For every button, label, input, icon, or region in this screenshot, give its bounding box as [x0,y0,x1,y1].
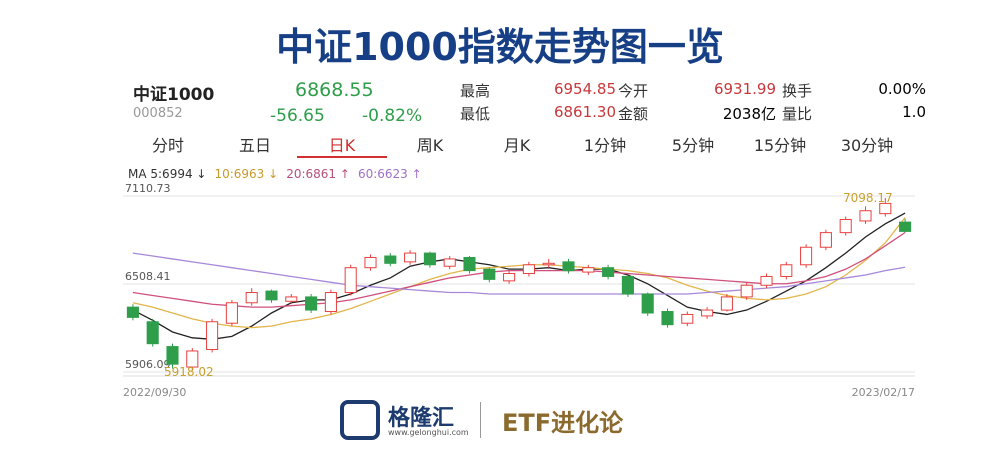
y-tick-label: 6508.41 [125,270,171,283]
candle-body [245,292,258,304]
tab[interactable]: 30分钟 [840,136,894,155]
stat-label: 最低 [460,105,491,123]
tab[interactable]: 1分钟 [583,136,627,155]
ma-line [132,212,906,340]
candle-body [146,321,159,345]
stat-value: 6954.85 [553,80,616,98]
ma-legend-item: MA 5:6994 ↓ [128,167,207,181]
candle-body [582,267,595,273]
tab[interactable]: 5分钟 [671,136,715,155]
logo-icon [340,400,380,440]
tab[interactable]: 五日 [238,136,271,155]
candle-body [780,264,793,277]
change: -56.65 [270,106,325,126]
candle-body [483,268,496,280]
candle-body [542,262,555,266]
candle-body [720,296,733,311]
logo-site: www.gelonghui.com [388,428,469,437]
candle-body [522,264,535,275]
y-tick-label: 5906.09 [125,358,171,371]
candle-body [800,246,813,266]
candle-body [404,252,417,263]
tab[interactable]: 15分钟 [753,136,807,155]
price: 6868.55 [295,79,374,101]
stat-value: 6861.30 [553,103,616,121]
candle-body [186,350,199,368]
annotation: 5918.02 [164,365,214,379]
brand: ETF进化论 [502,409,624,437]
ma-legend: MA 5:6994 ↓ 10:6963 ↓ 20:6861 ↑ 60:6623 ↑ [128,167,430,181]
logo-text: 格隆汇 [388,406,455,431]
candle-body [740,284,753,298]
x-tick-label: 2023/02/17 [852,386,915,399]
candle-body [384,255,397,264]
candle-body [859,210,872,222]
candle-body [621,275,634,295]
candle-body [225,302,238,324]
stat-label: 最高 [460,82,491,100]
candle-body [285,296,298,302]
candle-body [126,306,139,318]
ma-legend-item: 20:6861 ↑ [286,167,350,181]
candle-body [423,252,436,266]
stat-value: 6931.99 [713,80,776,98]
candle-body [899,221,912,232]
candle-body [265,290,278,301]
stat-value: 2038亿 [722,105,776,123]
page-title: 中证1000指数走势图一览 [276,25,724,69]
candle-body [839,218,852,234]
ma-line [132,252,906,295]
candle-body [166,346,179,365]
tab[interactable]: 周K [416,136,444,155]
candle-body [681,313,694,324]
candle-body [503,273,516,282]
tab[interactable]: 日K [297,132,387,158]
candle-body [760,275,773,286]
candle-body [344,267,357,294]
change-pct: -0.82% [362,106,423,126]
candle-body [661,311,674,326]
stat-value: 0.00% [878,80,926,98]
candle-body [641,293,654,314]
index-code: 000852 [133,106,183,121]
candle-body [819,232,832,248]
candle-body [463,256,476,272]
candle-body [324,292,337,313]
stat-label: 今开 [618,82,649,100]
index-name[interactable]: 中证1000 [133,85,215,105]
ma-legend-item: 60:6623 ↑ [357,167,422,181]
candle-body [443,258,456,267]
ma-line [132,231,906,308]
candle-body [206,321,219,351]
annotation: 7098.17 [843,191,893,205]
stat-value: 1.0 [902,103,926,121]
divider [480,402,481,438]
candle-body [364,256,377,269]
candle-body [305,296,318,311]
stat-label: 换手 [782,82,813,100]
candle-body [879,202,892,215]
tab[interactable]: 分时 [151,136,184,155]
stat-label: 金额 [618,105,649,123]
ma-legend-item: 10:6963 ↓ [214,167,279,181]
y-tick-label: 7110.73 [125,182,171,195]
stat-label: 量比 [782,105,813,123]
candle-body [701,309,714,317]
tab[interactable]: 月K [503,136,531,155]
x-tick-label: 2022/09/30 [123,386,186,399]
candle-body [562,261,575,272]
candle-body [602,267,615,277]
ma-line [132,217,906,329]
